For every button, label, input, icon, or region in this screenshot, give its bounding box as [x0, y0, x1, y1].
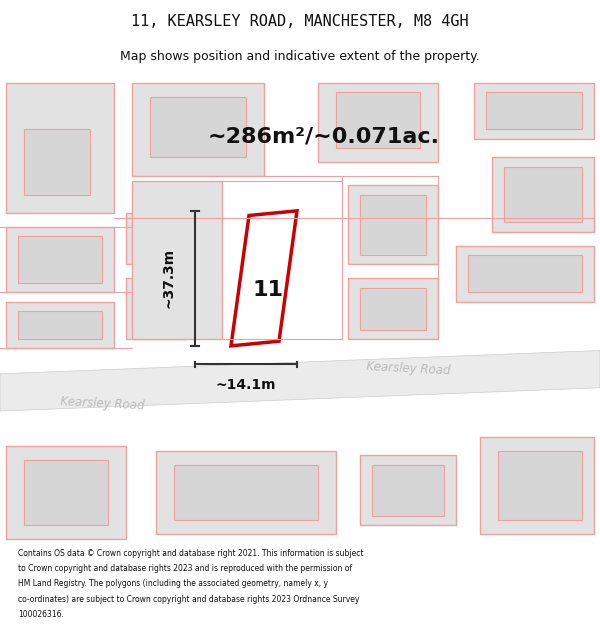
Polygon shape [492, 158, 594, 232]
Polygon shape [468, 255, 582, 292]
Text: 11: 11 [253, 280, 284, 300]
Polygon shape [6, 82, 114, 213]
Polygon shape [126, 213, 186, 264]
Text: co-ordinates) are subject to Crown copyright and database rights 2023 Ordnance S: co-ordinates) are subject to Crown copyr… [18, 594, 359, 604]
Text: 11, KEARSLEY ROAD, MANCHESTER, M8 4GH: 11, KEARSLEY ROAD, MANCHESTER, M8 4GH [131, 14, 469, 29]
Polygon shape [0, 351, 600, 411]
Polygon shape [24, 129, 90, 194]
Polygon shape [18, 236, 102, 283]
Text: ~37.3m: ~37.3m [161, 248, 175, 308]
Polygon shape [336, 92, 420, 148]
Polygon shape [18, 311, 102, 339]
Text: to Crown copyright and database rights 2023 and is reproduced with the permissio: to Crown copyright and database rights 2… [18, 564, 352, 574]
Polygon shape [348, 278, 438, 339]
Polygon shape [132, 222, 180, 255]
Polygon shape [486, 92, 582, 129]
Polygon shape [174, 464, 318, 521]
Polygon shape [132, 82, 264, 176]
Polygon shape [372, 464, 444, 516]
Polygon shape [156, 451, 336, 534]
Text: 100026316.: 100026316. [18, 609, 64, 619]
Polygon shape [348, 185, 438, 264]
Polygon shape [360, 194, 426, 255]
Polygon shape [318, 82, 438, 162]
Polygon shape [132, 288, 180, 329]
Polygon shape [6, 446, 126, 539]
Text: Map shows position and indicative extent of the property.: Map shows position and indicative extent… [120, 50, 480, 62]
Text: Kearsley Road: Kearsley Road [59, 396, 145, 412]
Polygon shape [6, 302, 114, 348]
Text: ~286m²/~0.071ac.: ~286m²/~0.071ac. [208, 126, 440, 146]
Polygon shape [498, 451, 582, 521]
Text: Contains OS data © Crown copyright and database right 2021. This information is : Contains OS data © Crown copyright and d… [18, 549, 364, 559]
Polygon shape [474, 82, 594, 139]
Text: ~14.1m: ~14.1m [216, 378, 276, 392]
Polygon shape [132, 181, 222, 339]
Text: Kearsley Road: Kearsley Road [365, 361, 451, 378]
Polygon shape [126, 278, 186, 339]
Polygon shape [231, 211, 297, 346]
Polygon shape [360, 455, 456, 525]
Polygon shape [24, 460, 108, 525]
Polygon shape [6, 227, 114, 292]
Polygon shape [150, 97, 246, 158]
Polygon shape [504, 167, 582, 222]
Polygon shape [480, 437, 594, 534]
Text: HM Land Registry. The polygons (including the associated geometry, namely x, y: HM Land Registry. The polygons (includin… [18, 579, 328, 589]
Polygon shape [456, 246, 594, 302]
Polygon shape [360, 288, 426, 329]
